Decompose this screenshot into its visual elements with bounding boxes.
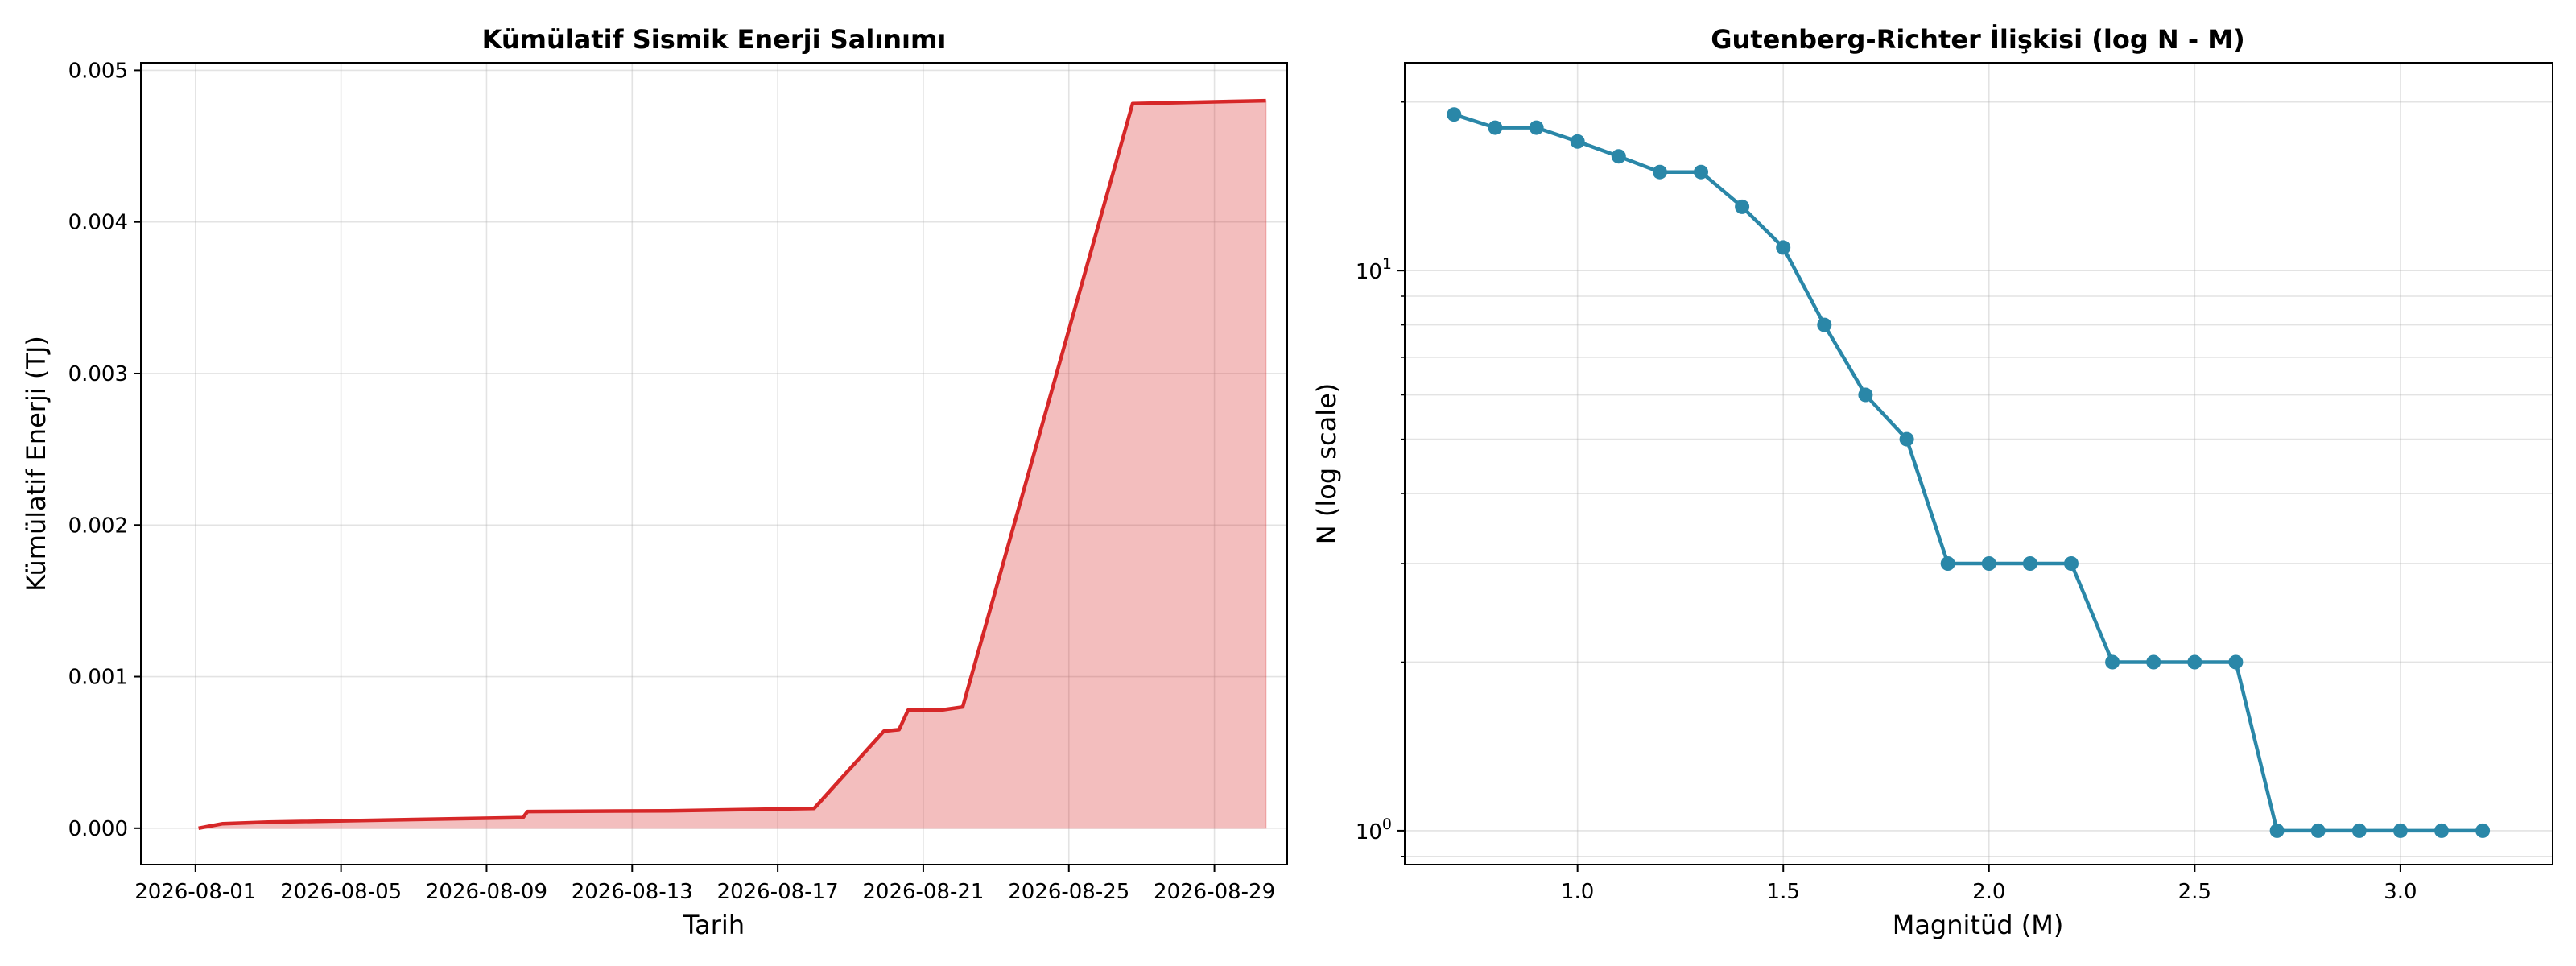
gr-data-point bbox=[2022, 556, 2037, 571]
gr-y-tick-exponent: 1 bbox=[1382, 255, 1392, 273]
gr-data-point bbox=[1817, 317, 1832, 332]
gr-x-ticks: 1.0 1.5 2.0 2.5 3.0 bbox=[1561, 865, 2417, 904]
energy-chart-frame bbox=[140, 62, 1288, 865]
gr-x-tick-label: 3.0 bbox=[2384, 880, 2417, 904]
gr-data-point bbox=[2187, 654, 2202, 670]
energy-x-tick-label: 2026-08-29 bbox=[1154, 880, 1275, 904]
energy-x-ticks: 2026-08-01 2026-08-05 2026-08-09 2026-08-13… bbox=[134, 865, 1275, 904]
gr-x-tick-label: 1.5 bbox=[1767, 880, 1800, 904]
energy-x-tick-label: 2026-08-21 bbox=[862, 880, 984, 904]
gr-data-point bbox=[1858, 387, 1873, 402]
gr-data-point bbox=[2310, 823, 2326, 838]
gr-x-tick-label: 2.5 bbox=[2178, 880, 2211, 904]
gr-data-point bbox=[1940, 556, 1955, 571]
gr-series-points bbox=[1447, 107, 2491, 838]
energy-y-tick-label: 0.000 bbox=[68, 817, 128, 841]
energy-y-tick-label: 0.001 bbox=[68, 666, 128, 690]
gr-y-tick-base: 10 bbox=[1356, 260, 1382, 284]
gr-data-point bbox=[1488, 120, 1503, 135]
gr-data-point bbox=[2228, 654, 2244, 670]
gr-data-point bbox=[2146, 654, 2161, 670]
gr-data-point bbox=[2269, 823, 2285, 838]
gr-data-point bbox=[1899, 431, 1914, 447]
gr-data-point bbox=[2434, 823, 2449, 838]
gr-data-point bbox=[1694, 164, 1708, 180]
gr-data-point bbox=[2475, 823, 2491, 838]
energy-chart: Kümülatif Sismik Enerji Salınımı 2026-08… bbox=[21, 24, 1288, 940]
gr-data-point bbox=[1529, 120, 1544, 135]
energy-x-tick-label: 2026-08-13 bbox=[572, 880, 693, 904]
gr-data-point bbox=[1611, 149, 1626, 164]
energy-x-tick-label: 2026-08-17 bbox=[717, 880, 839, 904]
energy-x-tick-label: 2026-08-09 bbox=[426, 880, 547, 904]
gr-y-tick-label: 101 bbox=[1356, 255, 1392, 284]
gr-y-axis-label: N (log scale) bbox=[1311, 383, 1342, 544]
energy-y-ticks: 0.000 0.001 0.002 0.003 0.004 0.005 bbox=[68, 59, 141, 841]
gr-data-point bbox=[2105, 654, 2120, 670]
gr-data-point bbox=[1981, 556, 1996, 571]
energy-x-tick-label: 2026-08-01 bbox=[134, 880, 256, 904]
energy-y-tick-label: 0.003 bbox=[68, 362, 128, 386]
energy-x-axis-label: Tarih bbox=[683, 910, 745, 940]
energy-x-tick-label: 2026-08-05 bbox=[280, 880, 402, 904]
energy-series-line bbox=[198, 98, 1266, 831]
gr-data-point bbox=[2351, 823, 2367, 838]
energy-y-tick-label: 0.002 bbox=[68, 514, 128, 538]
energy-y-axis-label: Kümülatif Enerji (TJ) bbox=[21, 336, 52, 592]
energy-chart-grid bbox=[141, 63, 1287, 865]
gr-data-point bbox=[1776, 240, 1791, 255]
gr-data-point bbox=[2392, 823, 2408, 838]
gr-data-point bbox=[1447, 107, 1462, 122]
energy-y-tick-label: 0.005 bbox=[68, 59, 128, 83]
gr-data-point bbox=[1735, 199, 1750, 214]
gr-x-tick-label: 2.0 bbox=[1972, 880, 2005, 904]
gr-data-point bbox=[1652, 164, 1667, 180]
gr-y-tick-label: 100 bbox=[1356, 815, 1392, 844]
gr-chart-title: Gutenberg-Richter İlişkisi (log N - M) bbox=[1711, 24, 2244, 55]
energy-y-tick-label: 0.004 bbox=[68, 211, 128, 235]
gr-x-axis-label: Magnitüd (M) bbox=[1893, 910, 2064, 940]
gr-y-tick-base: 10 bbox=[1356, 820, 1382, 844]
gr-x-tick-label: 1.0 bbox=[1561, 880, 1594, 904]
energy-chart-title: Kümülatif Sismik Enerji Salınımı bbox=[482, 24, 947, 55]
gr-data-point bbox=[1570, 134, 1585, 149]
energy-x-tick-label: 2026-08-25 bbox=[1008, 880, 1129, 904]
gr-data-point bbox=[2064, 556, 2079, 571]
gr-y-tick-exponent: 0 bbox=[1382, 815, 1392, 833]
gr-chart-frame bbox=[1404, 62, 2553, 865]
gr-chart: Gutenberg-Richter İlişkisi (log N - M) 1… bbox=[1311, 24, 2553, 940]
